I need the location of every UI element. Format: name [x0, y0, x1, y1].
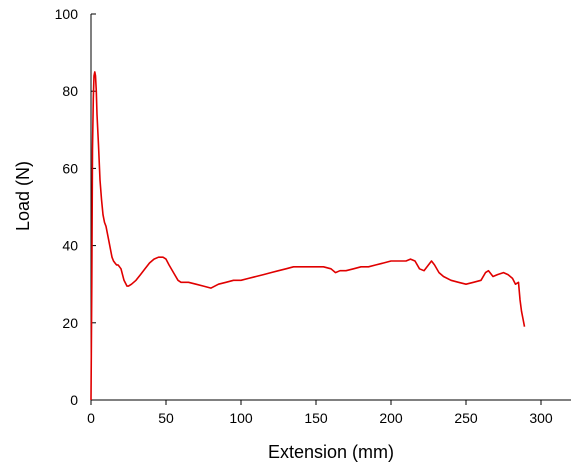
- y-tick-label: 40: [62, 238, 78, 254]
- x-tick-label: 100: [229, 410, 253, 426]
- x-tick-label: 50: [158, 410, 174, 426]
- x-tick-label: 200: [379, 410, 403, 426]
- x-ticks: 0 50 100 150 200 250 300: [87, 400, 553, 426]
- x-tick-label: 300: [529, 410, 553, 426]
- x-tick-label: 250: [454, 410, 478, 426]
- y-tick-label: 0: [70, 392, 78, 408]
- x-tick-label: 150: [304, 410, 328, 426]
- x-axis-title: Extension (mm): [268, 442, 394, 462]
- y-tick-label: 60: [62, 160, 78, 176]
- y-axis-title: Load (N): [13, 161, 33, 231]
- y-tick-label: 100: [55, 6, 79, 22]
- load-extension-line: [90, 71, 526, 401]
- x-tick-label: 0: [87, 410, 95, 426]
- y-ticks: 0 20 40 60 80 100: [55, 6, 96, 408]
- y-tick-label: 20: [62, 315, 78, 331]
- y-tick-label: 80: [62, 83, 78, 99]
- series-group: [90, 71, 526, 401]
- axes: [90, 14, 571, 401]
